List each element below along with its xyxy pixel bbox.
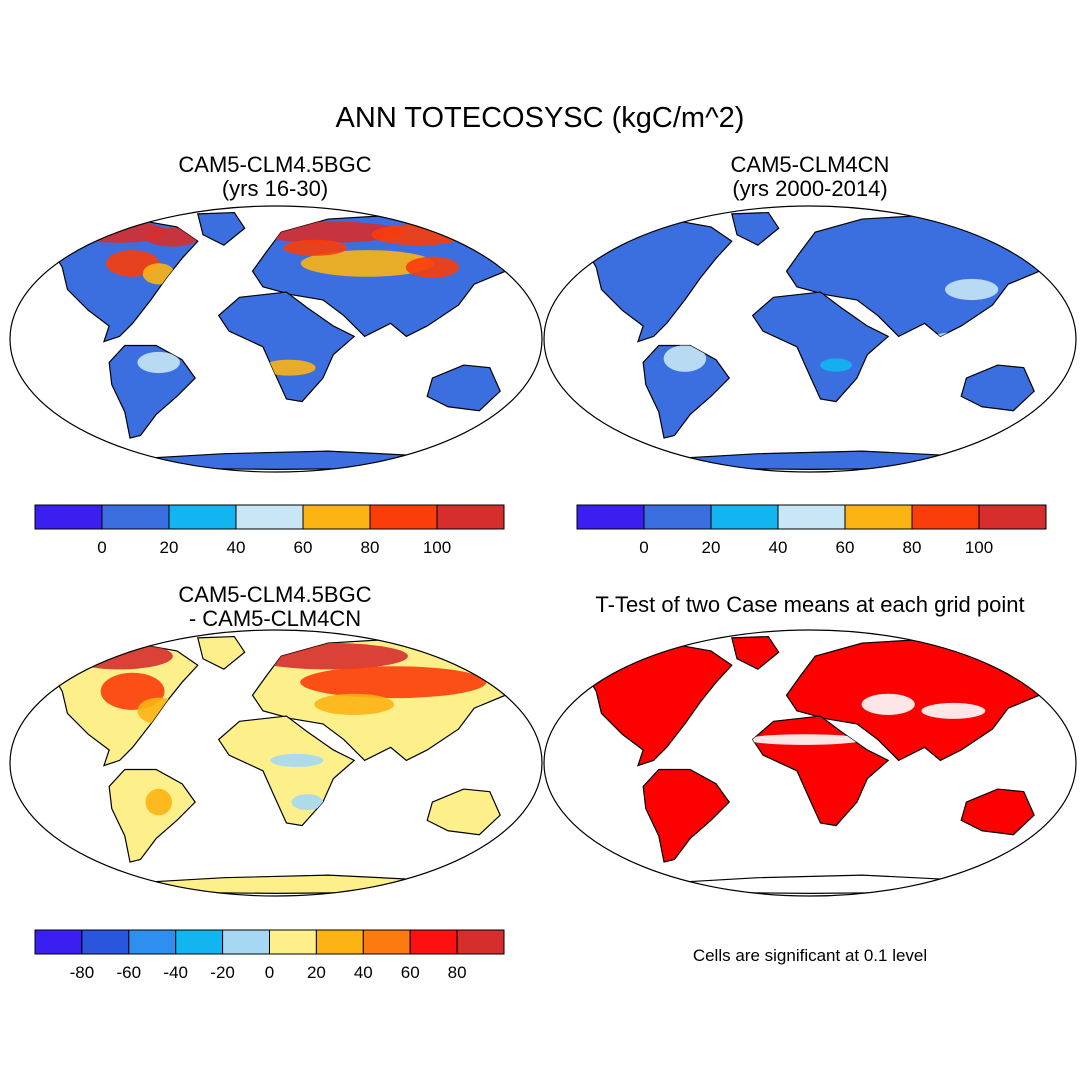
- value-patch: [314, 693, 395, 715]
- continent-africa: [217, 291, 356, 403]
- value-patch: [663, 345, 707, 372]
- continent-australia: [960, 364, 1035, 412]
- map-bottom-left: [9, 629, 543, 897]
- continent-greenland: [731, 635, 780, 670]
- value-patch: [137, 351, 180, 374]
- value-patch: [861, 693, 915, 715]
- panel-title-bottom-right: T-Test of two Case means at each grid po…: [545, 593, 1075, 617]
- map-top-right: [543, 205, 1077, 473]
- continent-greenland: [197, 211, 246, 246]
- panel-title-line1: CAM5-CLM4.5BGC: [178, 152, 372, 177]
- value-patch: [145, 788, 172, 816]
- map-border: [543, 205, 1077, 473]
- panel-title-line1: CAM5-CLM4CN: [730, 152, 890, 177]
- continent-north-america: [582, 218, 733, 343]
- value-patch: [145, 228, 199, 247]
- value-patch: [300, 250, 434, 277]
- significance-note: Cells are significant at 0.1 level: [692, 946, 928, 965]
- panel-title-top-left: CAM5-CLM4.5BGC (yrs 16-30): [120, 153, 430, 201]
- value-patch: [270, 753, 324, 768]
- continent-greenland: [731, 211, 780, 246]
- panel-title-line1: T-Test of two Case means at each grid po…: [595, 592, 1025, 617]
- value-patch: [405, 256, 460, 278]
- map-border: [9, 205, 543, 473]
- value-patch: [921, 702, 986, 719]
- continent-africa: [751, 291, 890, 403]
- main-title: ANN TOTECOSYSC (kgC/m^2): [335, 102, 745, 134]
- panel-title-line1: CAM5-CLM4.5BGC: [178, 582, 372, 607]
- panel-title-line2: (yrs 2000-2014): [732, 176, 888, 201]
- map-border: [9, 629, 543, 897]
- value-patch: [746, 734, 864, 745]
- continent-australia: [426, 364, 501, 412]
- continent-australia: [426, 788, 501, 836]
- value-patches: [66, 642, 487, 816]
- continent-north-america: [582, 642, 733, 767]
- continent-south-america: [642, 768, 730, 863]
- map-bottom-right: [543, 629, 1077, 897]
- panel-title-line2: (yrs 16-30): [221, 176, 329, 201]
- value-patches: [746, 693, 986, 745]
- panel-title-top-right: CAM5-CLM4CN (yrs 2000-2014): [655, 153, 965, 201]
- value-patch: [262, 359, 316, 376]
- continent-south-america: [108, 768, 196, 863]
- continent-greenland: [197, 635, 246, 670]
- panel-title-bottom-left: CAM5-CLM4.5BGC - CAM5-CLM4CN: [120, 583, 430, 631]
- panel-title-line2: - CAM5-CLM4CN: [188, 606, 362, 631]
- map-border: [543, 629, 1077, 897]
- value-patch: [283, 239, 348, 256]
- map-top-left: [9, 205, 543, 473]
- value-patch: [820, 358, 853, 372]
- value-patch: [945, 278, 999, 301]
- continent-australia: [960, 788, 1035, 836]
- value-patch: [300, 666, 487, 699]
- value-patch: [291, 794, 324, 811]
- continent-south-america: [642, 344, 730, 439]
